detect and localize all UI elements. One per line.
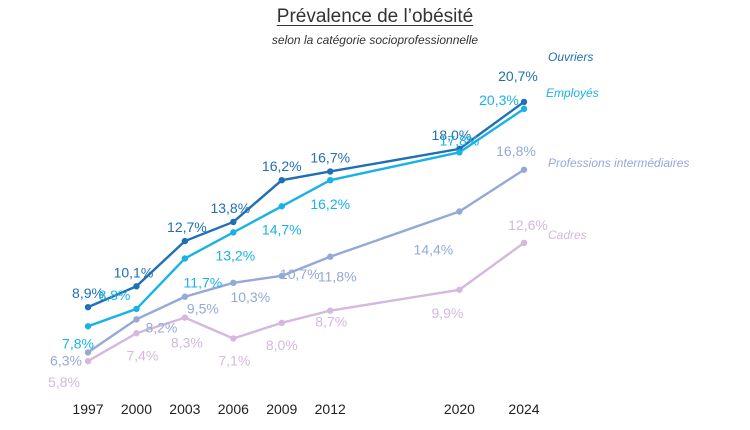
x-tick-label-2012: 2012 <box>315 401 346 417</box>
series-line-employes <box>87 107 525 328</box>
data-point-employes-2006 <box>230 229 237 236</box>
data-label-professions-intermediaires-2003: 9,5% <box>187 301 219 317</box>
series-line-ouvriers <box>87 100 525 309</box>
data-label-cadres-2000: 7,4% <box>126 347 158 363</box>
data-point-employes-2000 <box>133 305 140 313</box>
x-tick-label-2003: 2003 <box>169 401 200 417</box>
data-point-professions-intermediaires-2000 <box>133 316 140 323</box>
data-label-professions-intermediaires-2009: 10,7% <box>280 266 320 282</box>
data-label-cadres-2012: 8,7% <box>315 314 347 330</box>
data-label-ouvriers-2024: 20,7% <box>498 68 538 84</box>
data-point-cadres-1997 <box>84 357 92 365</box>
data-label-ouvriers-2020: 18,0% <box>432 127 472 143</box>
data-point-cadres-2003 <box>181 314 189 321</box>
data-point-professions-intermediaires-2020 <box>456 208 463 215</box>
data-label-ouvriers-2003: 12,7% <box>167 219 207 235</box>
data-label-professions-intermediaires-2006: 10,3% <box>230 289 270 305</box>
chart-subtitle: selon la catégorie socioprofessionnelle <box>271 33 479 47</box>
data-point-cadres-2020 <box>456 286 463 293</box>
data-point-ouvriers-2006 <box>230 218 237 226</box>
data-point-professions-intermediaires-2012 <box>327 253 334 260</box>
data-point-cadres-2006 <box>230 335 237 342</box>
data-label-professions-intermediaires-2024: 16,8% <box>496 143 536 159</box>
data-label-layer: 8,9% 10,1% 12,7%13,8% 16,2% 16,7% 18,0% 20,7% O… <box>48 50 689 390</box>
series-name-employes: Employés <box>546 86 599 100</box>
data-point-employes-2012 <box>327 176 334 184</box>
data-label-ouvriers-2000: 10,1% <box>114 264 154 280</box>
x-tick-label-2006: 2006 <box>218 401 249 417</box>
data-point-employes-1997 <box>84 323 92 330</box>
data-label-professions-intermediaires-1997: 6,3% <box>50 352 82 368</box>
data-point-ouvriers-2012 <box>327 168 334 175</box>
data-label-employes-2000: 8,8% <box>98 287 130 303</box>
data-label-ouvriers-2006: 13,8% <box>210 200 250 216</box>
data-label-employes-2003: 11,7% <box>184 274 223 290</box>
data-point-professions-intermediaires-2009 <box>278 272 285 280</box>
x-tick-label-2024: 2024 <box>508 401 539 417</box>
x-tick-label-2009: 2009 <box>266 401 297 417</box>
series-layer <box>84 98 528 365</box>
x-tick-label-1997: 1997 <box>72 401 103 417</box>
data-label-cadres-2006: 7,1% <box>218 352 250 368</box>
data-point-professions-intermediaires-2024 <box>520 166 528 173</box>
data-point-ouvriers-2024 <box>520 98 528 106</box>
data-label-employes-2024: 20,3% <box>479 92 519 108</box>
data-label-ouvriers-2009: 16,2% <box>262 158 302 174</box>
data-point-employes-2009 <box>278 203 285 210</box>
data-label-ouvriers-2012: 16,7% <box>310 149 350 165</box>
data-point-employes-2003 <box>181 255 189 262</box>
data-label-cadres-2024: 12,6% <box>508 217 548 233</box>
data-label-employes-1997: 7,8% <box>62 335 94 351</box>
data-point-cadres-2009 <box>278 319 285 327</box>
series-line-cadres <box>87 241 525 363</box>
x-axis: 1997 2000 2003 2006 2009 2012 2020 2024 <box>72 401 539 417</box>
data-point-cadres-2024 <box>520 239 528 247</box>
x-tick-label-2000: 2000 <box>121 401 152 417</box>
data-point-ouvriers-1997 <box>84 303 92 311</box>
data-point-ouvriers-2009 <box>278 176 285 184</box>
data-label-employes-2020: 17,8% <box>440 132 480 148</box>
series-line-professions-intermediaires <box>87 168 525 354</box>
data-label-ouvriers-1997: 8,9% <box>72 285 104 301</box>
data-label-professions-intermediaires-2020: 14,4% <box>414 241 454 257</box>
data-label-cadres-2020: 9,9% <box>431 305 463 321</box>
data-point-employes-2020 <box>456 149 463 156</box>
data-point-employes-2024 <box>520 105 528 113</box>
data-point-professions-intermediaires-2006 <box>230 279 237 287</box>
series-name-professions-intermediaires: Professions intermédiaires <box>548 156 689 170</box>
data-label-employes-2006: 13,2% <box>215 247 255 263</box>
data-point-professions-intermediaires-2003 <box>181 293 189 300</box>
data-label-employes-2012: 16,2% <box>310 196 350 212</box>
data-label-employes-2009: 14,7% <box>262 221 302 237</box>
chart-title: Prévalence de l’obésité <box>276 6 474 27</box>
data-point-ouvriers-2000 <box>133 283 140 290</box>
series-name-cadres: Cadres <box>548 228 587 242</box>
data-point-professions-intermediaires-1997 <box>84 349 92 356</box>
data-point-cadres-2000 <box>133 330 140 337</box>
x-tick-label-2020: 2020 <box>444 401 475 417</box>
series-name-ouvriers: Ouvriers <box>548 50 593 64</box>
data-label-professions-intermediaires-2000: 8,2% <box>145 319 177 335</box>
data-point-cadres-2012 <box>327 307 334 314</box>
data-label-cadres-2009: 8,0% <box>266 337 298 353</box>
data-point-ouvriers-2003 <box>181 237 189 245</box>
data-label-professions-intermediaires-2012: 11,8% <box>318 269 357 285</box>
data-label-cadres-1997: 5,8% <box>48 374 80 390</box>
data-label-cadres-2003: 8,3% <box>171 335 203 351</box>
